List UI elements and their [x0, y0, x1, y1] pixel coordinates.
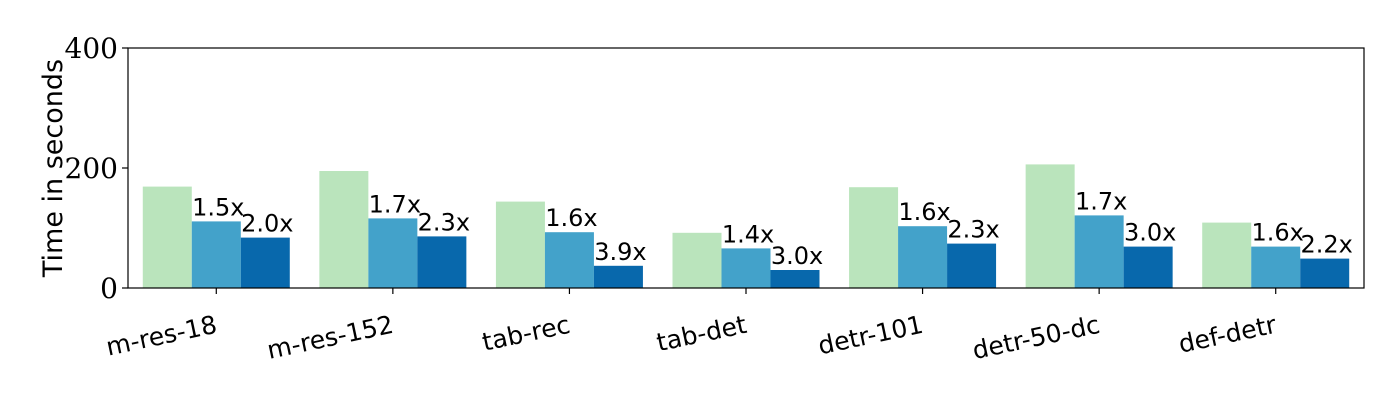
data-label: 2.3x: [947, 216, 999, 244]
bar: [1025, 164, 1075, 288]
data-label: 1.4x: [722, 220, 774, 248]
bar: [898, 226, 948, 288]
bar: [1123, 246, 1173, 288]
x-tick-label: detr-101: [816, 310, 926, 361]
bar: [1202, 222, 1252, 288]
bars-layer: [142, 164, 1350, 288]
bar: [240, 237, 290, 288]
data-label: 1.7x: [369, 190, 421, 218]
x-tick-label: detr-50-dc: [970, 310, 1102, 365]
data-label: 2.3x: [418, 208, 470, 236]
data-label: 2.0x: [241, 210, 293, 238]
data-label: 3.0x: [771, 242, 823, 270]
data-label: 3.0x: [1124, 219, 1176, 247]
y-axis-title: Time in seconds: [38, 59, 69, 278]
bar: [593, 265, 643, 288]
bar: [721, 248, 771, 288]
data-label: 1.5x: [192, 193, 244, 221]
data-label: 3.9x: [594, 238, 646, 266]
y-tick-label: 200: [65, 152, 118, 185]
y-tick-label: 400: [65, 32, 118, 65]
data-label: 2.2x: [1301, 231, 1353, 259]
y-axis: 0 200 400: [65, 32, 128, 305]
bar: [495, 201, 545, 288]
x-tick-label: m-res-152: [265, 310, 396, 365]
data-label: 1.6x: [1252, 219, 1304, 247]
data-label: 1.6x: [898, 198, 950, 226]
bar: [417, 236, 467, 288]
data-label: 1.6x: [545, 204, 597, 232]
bar: [368, 218, 418, 288]
data-labels-layer: 1.5x2.0x1.7x2.3x 1.6x3.9x1.4x3.0x1.6x2.3x…: [192, 187, 1353, 270]
x-tick-label: m-res-18: [104, 310, 220, 362]
bar: [1251, 246, 1301, 288]
plot-frame: [127, 47, 1365, 289]
bar: [191, 221, 241, 288]
bar: [849, 187, 899, 288]
y-tick-label: 0: [100, 272, 118, 305]
bar: [1300, 258, 1350, 288]
bar: [1074, 215, 1124, 288]
bar: [319, 171, 369, 288]
x-tick-label: tab-det: [654, 310, 749, 357]
bar: [544, 232, 594, 288]
x-tick-label: def-detr: [1176, 310, 1280, 359]
x-tick-label: tab-rec: [480, 310, 573, 357]
data-label: 1.7x: [1075, 187, 1127, 215]
bar: [672, 232, 722, 288]
bar: [947, 243, 997, 288]
x-axis: m-res-18 m-res-152 tab-rec tab-det detr-101 d…: [104, 288, 1280, 365]
bar: [142, 186, 192, 288]
bar: [770, 270, 820, 288]
